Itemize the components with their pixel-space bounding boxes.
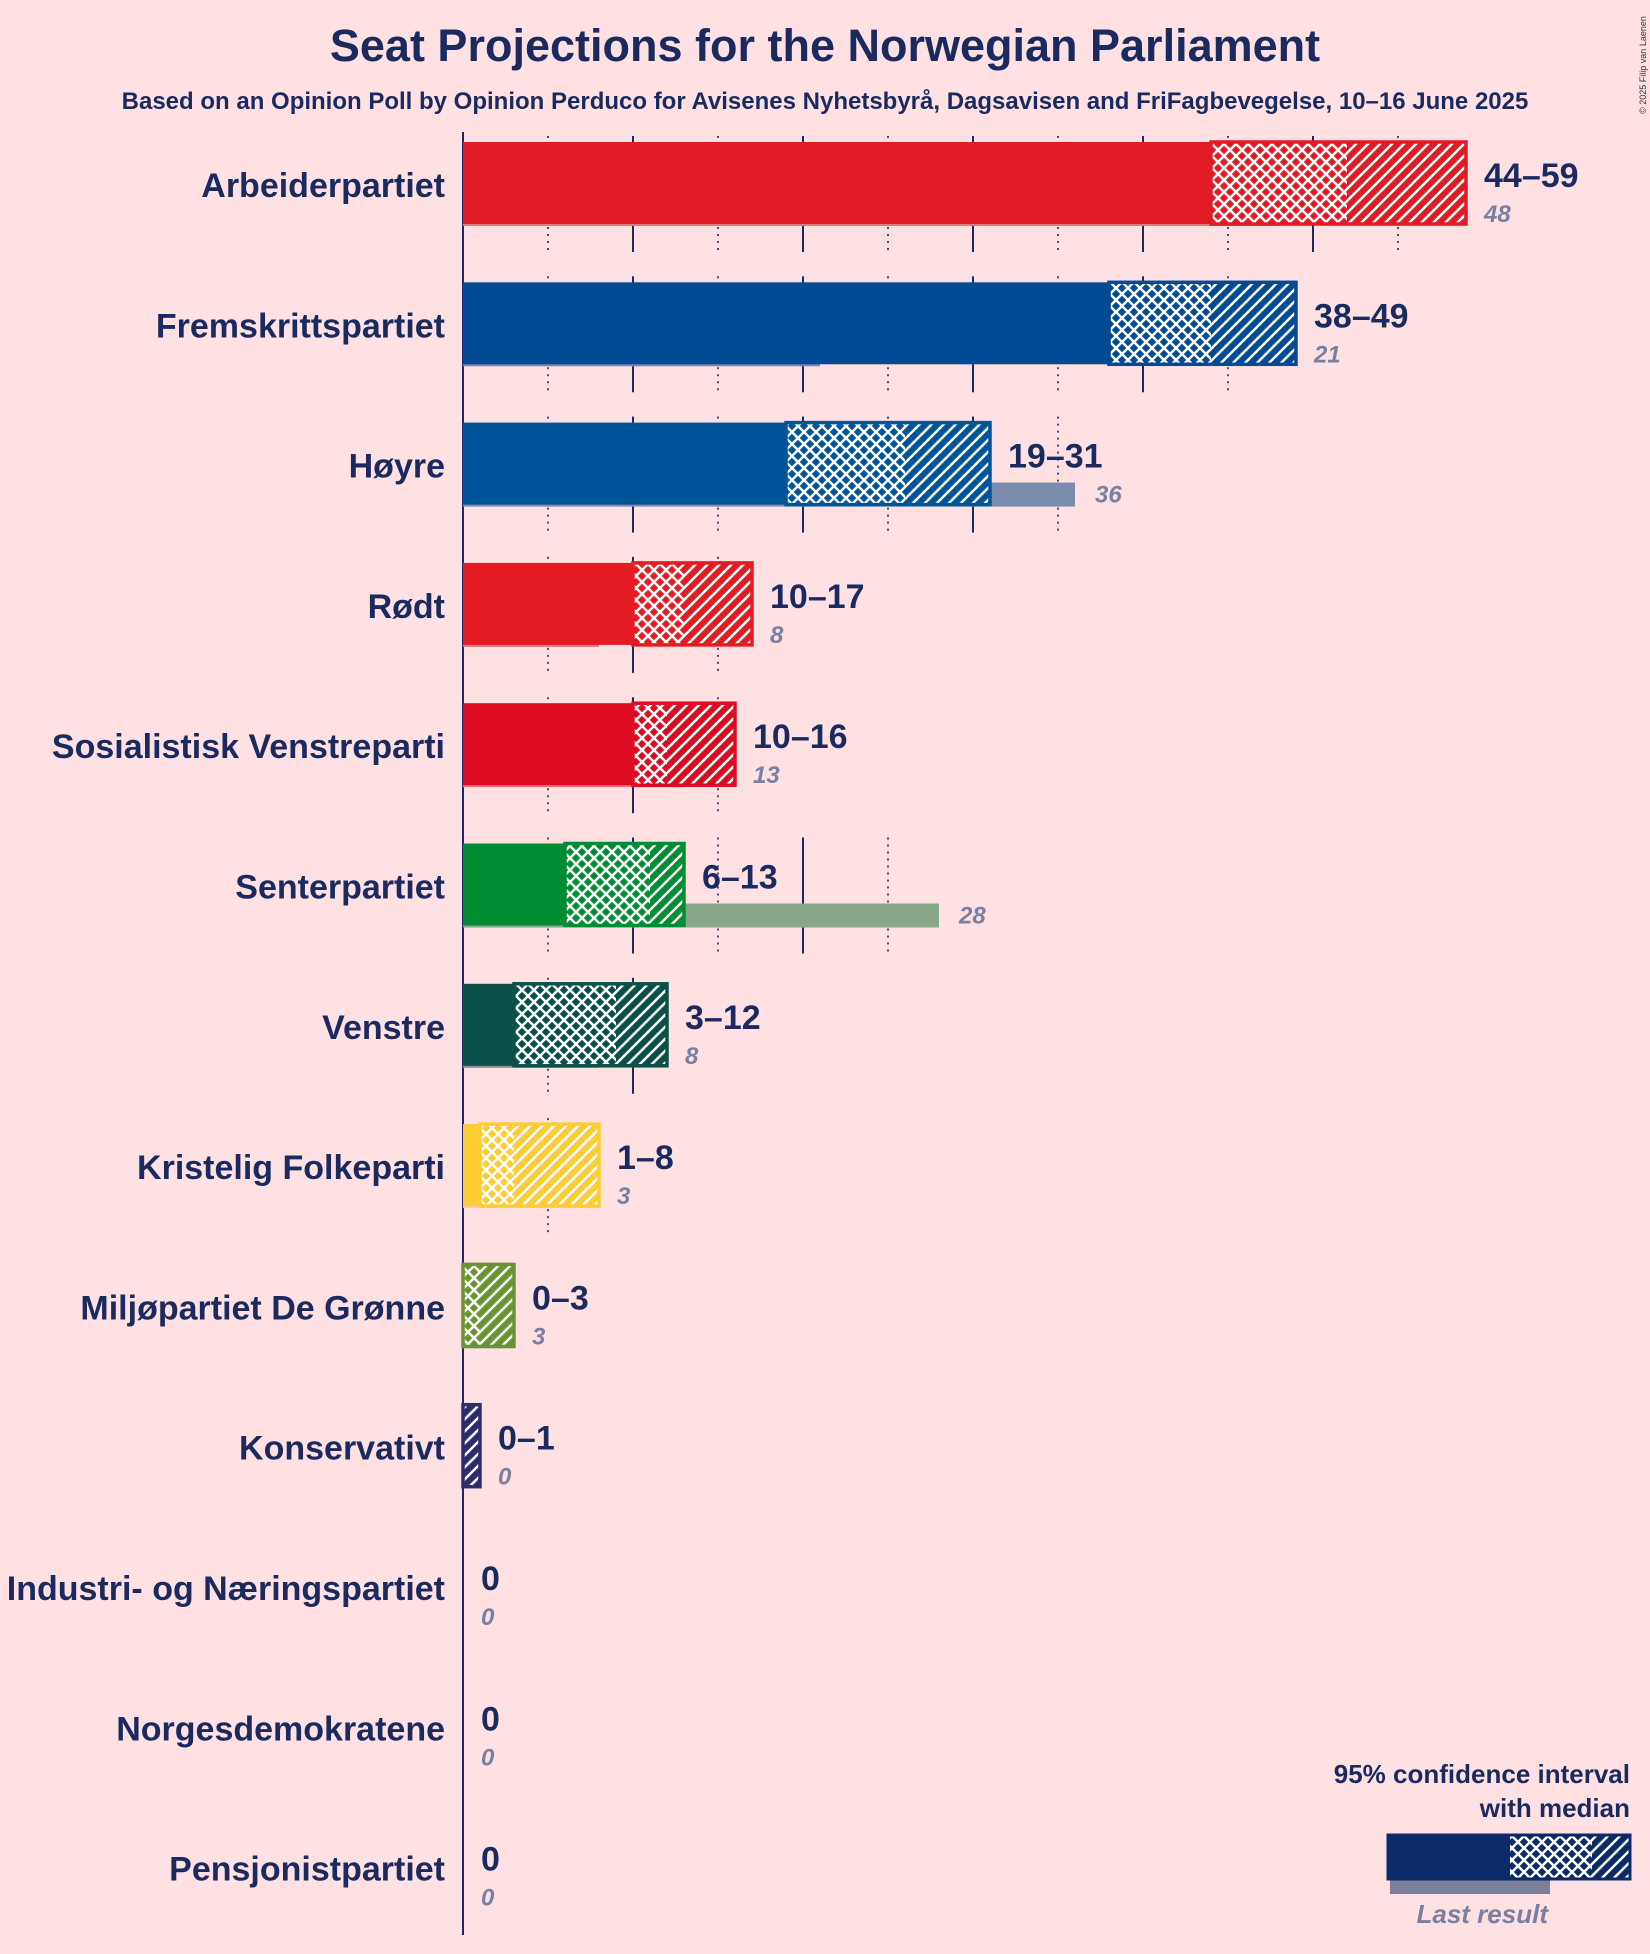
bar-solid-4 — [463, 703, 633, 786]
party-label-0: Arbeiderpartiet — [201, 167, 445, 205]
chart-title: Seat Projections for the Norwegian Parli… — [329, 20, 1321, 71]
party-label-7: Kristelig Folkeparti — [137, 1149, 445, 1187]
bar-solid-7 — [463, 1124, 480, 1207]
bar-crosshatch-6 — [514, 983, 616, 1066]
bar-hatch-7 — [514, 1124, 599, 1207]
party-label-11: Norgesdemokratene — [116, 1710, 445, 1748]
bar-interval-outline-6 — [512, 982, 669, 1068]
bar-hatch-4 — [667, 703, 735, 786]
bar-hatch-6 — [616, 983, 667, 1066]
bar-crosshatch-1 — [1109, 282, 1211, 365]
range-label-1: 38–49 — [1314, 297, 1409, 335]
bar-solid-2 — [463, 422, 786, 505]
bar-crosshatch-7 — [480, 1124, 514, 1207]
party-label-12: Pensjonistpartiet — [169, 1851, 445, 1889]
last-result-label-10: 0 — [481, 1604, 495, 1631]
last-result-label-8: 3 — [532, 1323, 546, 1350]
range-label-12: 0 — [481, 1841, 500, 1879]
chart-subtitle: Based on an Opinion Poll by Opinion Perd… — [121, 88, 1529, 115]
bar-hatch-5 — [650, 843, 684, 926]
range-label-6: 3–12 — [685, 999, 761, 1037]
legend-hatch-segment — [1592, 1835, 1630, 1879]
last-result-label-2: 36 — [1095, 482, 1122, 509]
bar-hatch-2 — [905, 422, 990, 505]
party-label-5: Senterpartiet — [235, 869, 445, 907]
bar-interval-outline-4 — [631, 701, 737, 787]
legend-line-2: with median — [1479, 1793, 1630, 1823]
bar-interval-outline-8 — [461, 1262, 516, 1349]
legend-crosshatch-segment — [1510, 1835, 1592, 1879]
bar-hatch-3 — [684, 562, 752, 645]
range-label-10: 0 — [481, 1560, 500, 1598]
party-label-8: Miljøpartiet De Grønne — [80, 1289, 445, 1327]
range-label-2: 19–31 — [1008, 438, 1103, 476]
range-label-3: 10–17 — [770, 578, 865, 616]
bar-hatch-8 — [480, 1264, 514, 1347]
last-result-label-4: 13 — [753, 762, 780, 789]
bar-crosshatch-2 — [786, 422, 905, 505]
party-label-4: Sosialistisk Venstreparti — [52, 728, 445, 766]
bar-interval-outline-2 — [784, 420, 992, 507]
bar-solid-5 — [463, 843, 565, 926]
last-result-label-6: 8 — [685, 1043, 699, 1070]
labels: Arbeiderpartiet 44–59 48 Fremskrittspartiet… — [7, 157, 1579, 1912]
range-label-4: 10–16 — [753, 718, 848, 756]
party-label-2: Høyre — [349, 448, 445, 486]
bar-solid-6 — [463, 983, 514, 1066]
bar-crosshatch-4 — [633, 703, 667, 786]
last-result-label-5: 28 — [958, 903, 986, 930]
bar-hatch-0 — [1347, 142, 1466, 224]
range-label-5: 6–13 — [702, 859, 778, 897]
bar-interval-outline-5 — [563, 841, 686, 928]
bar-interval-outline-1 — [1107, 280, 1298, 367]
last-result-label-0: 48 — [1483, 201, 1511, 228]
last-result-label-3: 8 — [770, 622, 784, 649]
last-result-label-11: 0 — [481, 1744, 495, 1771]
bar-hatch-1 — [1211, 282, 1296, 365]
legend: 95% confidence interval with median Last… — [1334, 1759, 1632, 1929]
bar-solid-1 — [463, 282, 1109, 365]
range-label-8: 0–3 — [532, 1279, 589, 1317]
party-label-6: Venstre — [322, 1009, 445, 1047]
legend-solid-segment — [1388, 1835, 1510, 1879]
bar-hatch-9 — [463, 1404, 480, 1487]
bar-crosshatch-0 — [1211, 142, 1347, 224]
last-result-label-12: 0 — [481, 1885, 495, 1912]
bar-interval-outline-9 — [461, 1402, 482, 1489]
bar-crosshatch-8 — [463, 1264, 480, 1347]
last-result-label-9: 0 — [498, 1464, 512, 1491]
last-result-label-7: 3 — [617, 1183, 631, 1210]
bar-interval-outline-0 — [1209, 140, 1468, 226]
range-label-11: 0 — [481, 1700, 500, 1738]
bar-interval-outline-3 — [631, 561, 754, 647]
last-result-label-1: 21 — [1313, 341, 1341, 368]
bar-interval-outline-7 — [478, 1122, 601, 1208]
party-label-10: Industri- og Næringspartiet — [7, 1570, 445, 1608]
party-label-9: Konservativt — [239, 1430, 445, 1468]
party-label-1: Fremskrittspartiet — [156, 307, 445, 345]
legend-interval-outline — [1386, 1833, 1632, 1881]
bar-crosshatch-3 — [633, 562, 684, 645]
bar-solid-3 — [463, 562, 633, 645]
bar-solid-0 — [463, 142, 1211, 224]
range-label-7: 1–8 — [617, 1139, 674, 1177]
range-label-9: 0–1 — [498, 1420, 555, 1458]
bars — [461, 140, 1468, 1489]
range-label-0: 44–59 — [1484, 157, 1579, 195]
legend-last-result: Last result — [1417, 1899, 1550, 1929]
bar-crosshatch-5 — [565, 843, 650, 926]
party-label-3: Rødt — [368, 588, 445, 626]
legend-line-1: 95% confidence interval — [1334, 1759, 1630, 1789]
